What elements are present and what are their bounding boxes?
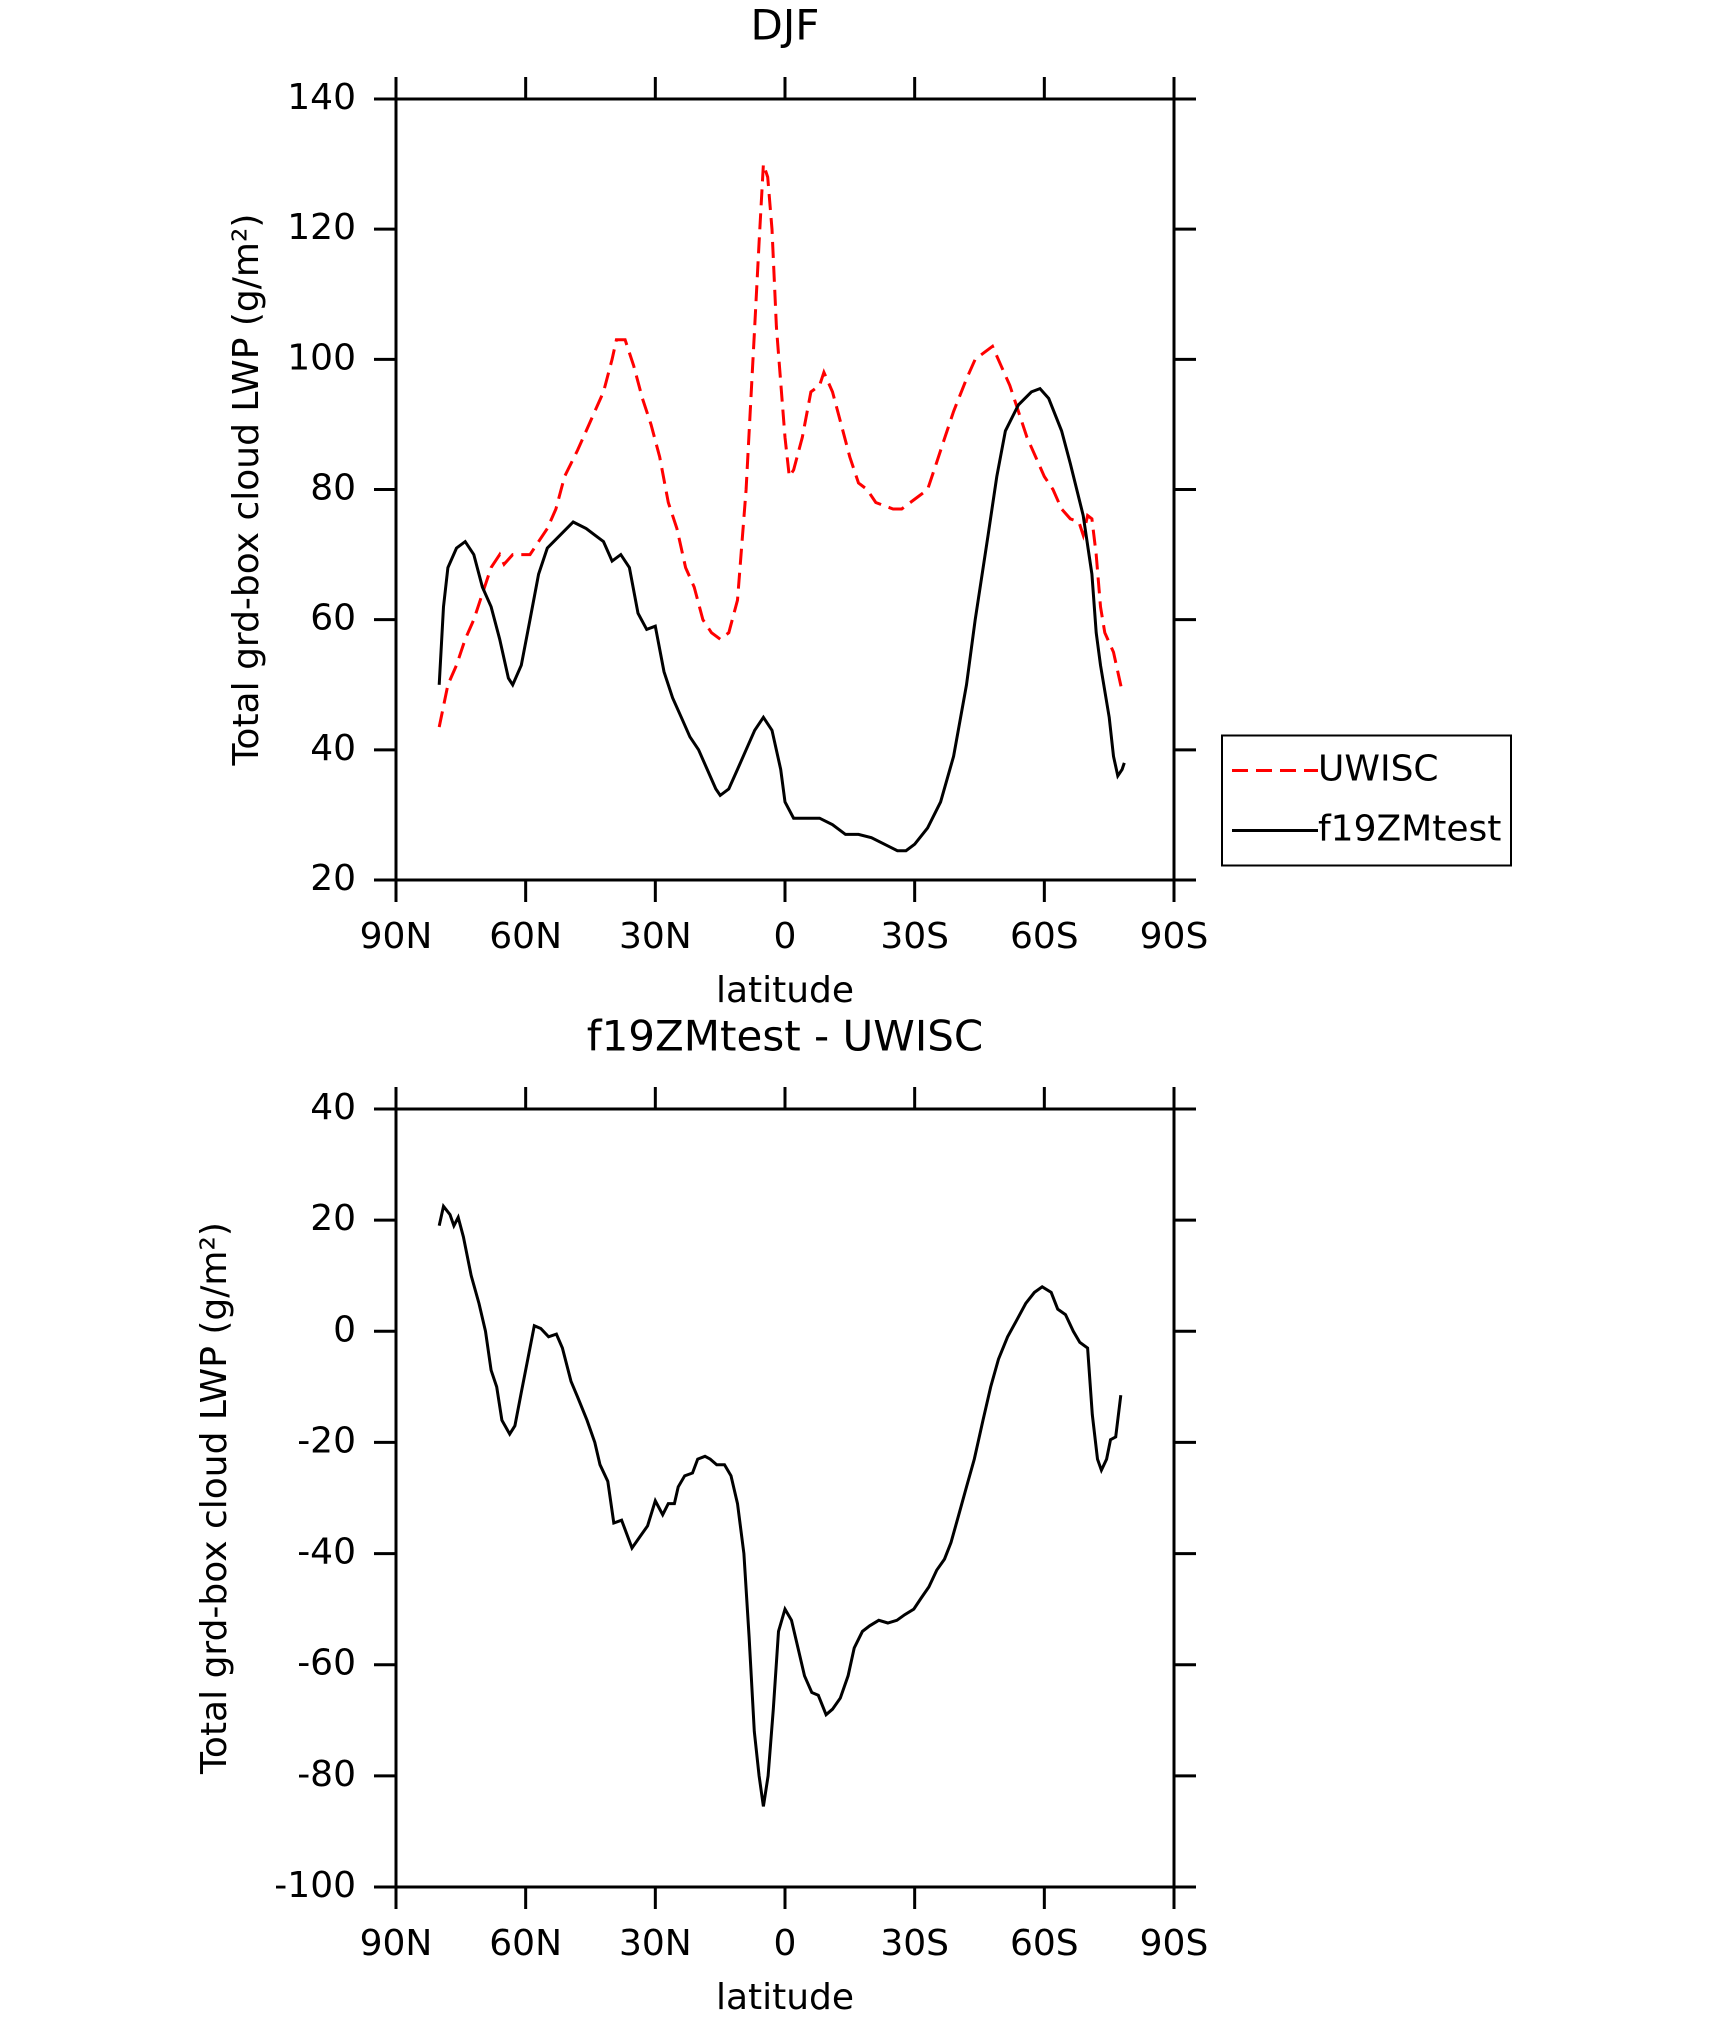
plot-frame xyxy=(394,97,1176,882)
y-tick-label: 40 xyxy=(310,728,356,769)
data-line xyxy=(437,386,1126,853)
x-tick-label: 0 xyxy=(774,1923,797,1964)
x-tick-label: 90N xyxy=(360,1923,433,1964)
chart: DJF latitude Total grd-box cloud LWP (g/m²… xyxy=(226,1,1512,1011)
legend-label: UWISC xyxy=(1318,749,1439,790)
plot-frame xyxy=(394,1107,1176,1889)
x-tick-label: 30S xyxy=(880,1923,949,1964)
y-tick-label: -40 xyxy=(297,1532,356,1573)
y-tick-label: 140 xyxy=(287,77,356,118)
x-tick-label: 30N xyxy=(619,1923,692,1964)
y-tick-label: -100 xyxy=(274,1865,356,1906)
y-tick-label: -60 xyxy=(297,1643,356,1684)
x-tick-label: 30S xyxy=(880,916,949,957)
x-tick-label: 60S xyxy=(1010,916,1079,957)
y-tick-label: 20 xyxy=(310,858,356,899)
legend-box xyxy=(1221,734,1512,867)
y-tick-label: 20 xyxy=(310,1198,356,1239)
x-axis-label: latitude xyxy=(716,970,854,1011)
data-line xyxy=(437,1202,1123,1807)
y-tick-label: -80 xyxy=(297,1754,356,1795)
chart-title: DJF xyxy=(751,1,820,50)
y-axis-label: Total grd-box cloud LWP (g/m²) xyxy=(226,214,267,767)
x-tick-label: 90N xyxy=(360,916,433,957)
y-axis-label: Total grd-box cloud LWP (g/m²) xyxy=(194,1222,235,1775)
y-tick-label: 80 xyxy=(310,468,356,509)
x-tick-label: 90S xyxy=(1140,916,1209,957)
y-tick-label: 120 xyxy=(287,207,356,248)
data-line xyxy=(437,163,1124,728)
chart: f19ZMtest - UWISC latitude Total grd-box c… xyxy=(194,1012,1208,2019)
y-tick-label: 60 xyxy=(310,598,356,639)
x-tick-label: 60N xyxy=(489,1923,562,1964)
x-tick-label: 90S xyxy=(1140,1923,1209,1964)
chart-title: f19ZMtest - UWISC xyxy=(587,1012,983,1061)
x-axis-label: latitude xyxy=(716,1977,854,2018)
y-tick-label: 0 xyxy=(333,1309,356,1350)
x-tick-label: 60S xyxy=(1010,1923,1079,1964)
x-tick-label: 0 xyxy=(774,916,797,957)
x-tick-label: 60N xyxy=(489,916,562,957)
y-tick-label: -20 xyxy=(297,1420,356,1461)
y-tick-label: 100 xyxy=(287,337,356,378)
x-tick-label: 30N xyxy=(619,916,692,957)
y-tick-label: 40 xyxy=(310,1087,356,1128)
legend-label: f19ZMtest xyxy=(1318,809,1501,850)
